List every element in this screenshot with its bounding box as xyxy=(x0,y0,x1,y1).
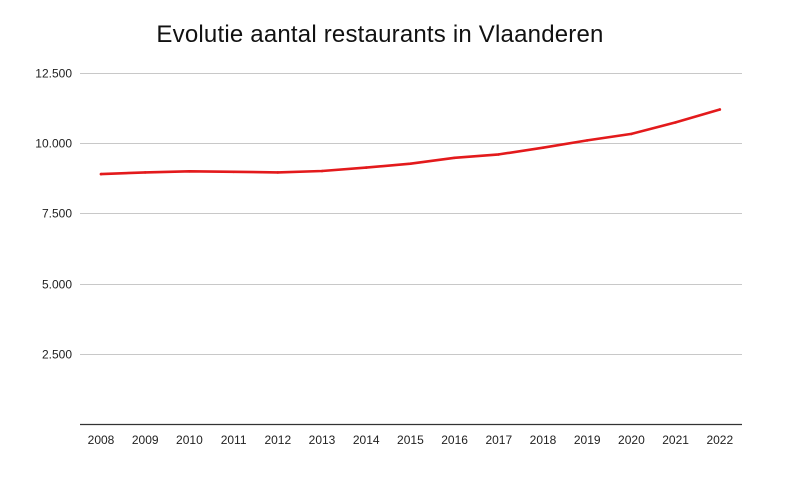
y-tick-label: 2.500 xyxy=(42,348,72,362)
y-tick-label: 5.000 xyxy=(42,278,72,292)
data-point xyxy=(276,171,280,174)
data-point xyxy=(320,169,324,173)
data-point xyxy=(718,108,722,111)
data-point xyxy=(585,139,589,142)
data-point xyxy=(232,170,235,174)
x-tick-label: 2018 xyxy=(530,433,557,447)
data-point xyxy=(674,121,677,124)
x-tick-label: 2019 xyxy=(574,433,601,447)
y-tick-label: 12.500 xyxy=(35,67,72,81)
gridlines xyxy=(80,73,742,355)
x-tick-label: 2013 xyxy=(309,433,336,447)
data-point xyxy=(143,171,147,174)
x-tick-label: 2020 xyxy=(618,433,645,447)
x-tick-label: 2016 xyxy=(441,433,468,447)
y-tick-label: 10.000 xyxy=(35,137,72,151)
x-tick-label: 2014 xyxy=(353,433,380,447)
data-point xyxy=(409,162,412,165)
x-tick-label: 2012 xyxy=(264,433,291,447)
data-point xyxy=(541,146,545,149)
data-point xyxy=(99,172,103,176)
data-point xyxy=(188,170,191,173)
x-tick-label: 2017 xyxy=(485,433,512,447)
data-point xyxy=(630,132,633,136)
y-tick-label: 7.500 xyxy=(42,207,72,221)
series-layer xyxy=(99,108,722,176)
data-point xyxy=(453,156,456,160)
x-tick-label: 2009 xyxy=(132,433,159,447)
x-tick-label: 2008 xyxy=(88,433,115,447)
x-tick-label: 2011 xyxy=(221,433,247,447)
x-tick-label: 2021 xyxy=(662,433,689,447)
x-tick-label: 2022 xyxy=(706,433,733,447)
data-point xyxy=(497,153,501,156)
chart-title: Evolutie aantal restaurants in Vlaandere… xyxy=(156,21,604,48)
x-tick-labels: 2008 2009 2010 2011 2012 2013 2014 2015 2016 2017… xyxy=(88,433,734,447)
data-point xyxy=(364,166,368,169)
y-tick-labels: 2.500 5.000 7.500 10.000 12.500 xyxy=(35,67,72,362)
x-tick-label: 2015 xyxy=(397,433,424,447)
x-tick-label: 2010 xyxy=(176,433,203,447)
